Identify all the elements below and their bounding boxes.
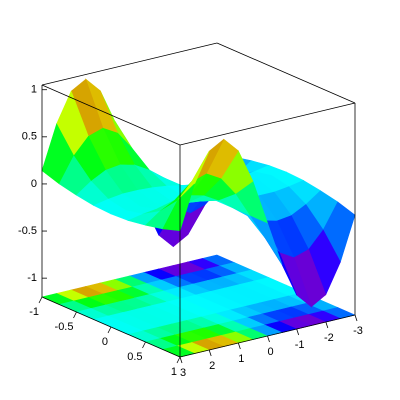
floor [41, 254, 356, 358]
x-tick [73, 311, 77, 319]
box-edge [41, 84, 181, 146]
y-tick [208, 349, 212, 357]
y-tick [296, 328, 300, 336]
x-tick [176, 356, 181, 364]
box-edge [216, 42, 356, 104]
y-tick [179, 356, 183, 364]
y-tick-label: 3 [180, 367, 186, 379]
box-edge [179, 102, 356, 146]
y-tick-label: -1 [295, 339, 305, 351]
x-tick-label: -0.5 [55, 321, 74, 333]
x-tick-label: 0.5 [127, 351, 142, 363]
y-tick [267, 335, 270, 343]
y-tick [237, 342, 241, 350]
surface [41, 78, 356, 308]
x-tick-label: -1 [29, 306, 39, 318]
box-edge [41, 42, 218, 86]
z-tick-label: 1 [31, 84, 37, 96]
x-tick-label: 0 [102, 336, 108, 348]
x-tick [107, 326, 112, 334]
y-tick-label: 1 [238, 353, 244, 365]
y-tick-label: -3 [353, 325, 363, 337]
y-tick-label: 0 [267, 346, 273, 358]
y-tick [325, 321, 329, 329]
z-tick-label: 0.5 [22, 131, 37, 143]
y-tick [354, 314, 358, 322]
y-tick-label: 2 [209, 360, 215, 372]
x-tick [38, 296, 43, 304]
z-tick-label: 0 [31, 178, 37, 190]
x-tick-label: 1 [171, 366, 177, 378]
x-tick [142, 341, 146, 349]
z-tick-label: -0.5 [18, 225, 37, 237]
y-tick-label: -2 [324, 332, 334, 344]
z-tick-label: -1 [27, 272, 37, 284]
